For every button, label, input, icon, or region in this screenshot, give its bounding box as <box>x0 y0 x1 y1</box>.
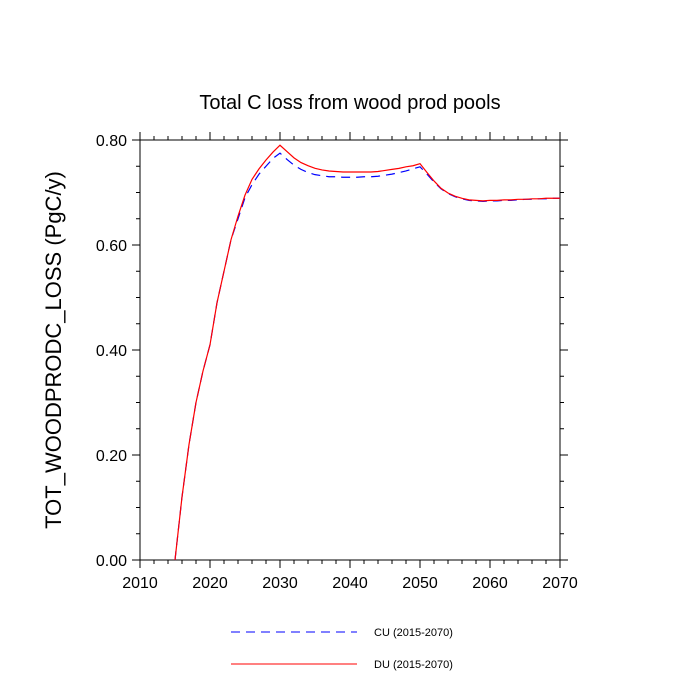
x-tick-label: 2040 <box>332 575 368 592</box>
y-tick-label: 0.00 <box>96 553 127 570</box>
axis-ticks <box>132 132 568 568</box>
x-tick-label: 2070 <box>542 575 578 592</box>
series-layer <box>174 144 560 561</box>
x-tick-label: 2030 <box>262 575 298 592</box>
x-tick-label: 2020 <box>192 575 228 592</box>
series-line-du <box>174 144 560 561</box>
x-tick-label: 2010 <box>122 575 158 592</box>
legend-label: CU (2015-2070) <box>374 627 453 639</box>
y-tick-label: 0.40 <box>96 343 127 360</box>
chart-title: Total C loss from wood prod pools <box>199 92 500 114</box>
x-tick-label: 2050 <box>402 575 438 592</box>
legend: CU (2015-2070) DU (2015-2070) <box>231 627 453 671</box>
y-tick-label: 0.60 <box>96 238 127 255</box>
x-tick-label: 2060 <box>472 575 508 592</box>
y-tick-label: 0.20 <box>96 448 127 465</box>
y-tick-label: 0.80 <box>96 133 127 150</box>
plot-frame <box>139 139 561 561</box>
axis-tick-labels: 2010 2020 2030 2040 2050 2060 2070 0.00 0.20 0.40… <box>96 133 578 592</box>
plot-border <box>139 139 561 561</box>
series-line-cu <box>174 152 560 561</box>
legend-label: DU (2015-2070) <box>374 659 453 671</box>
y-axis-label: TOT_WOODPRODC_LOSS (PgC/y) <box>41 171 66 529</box>
